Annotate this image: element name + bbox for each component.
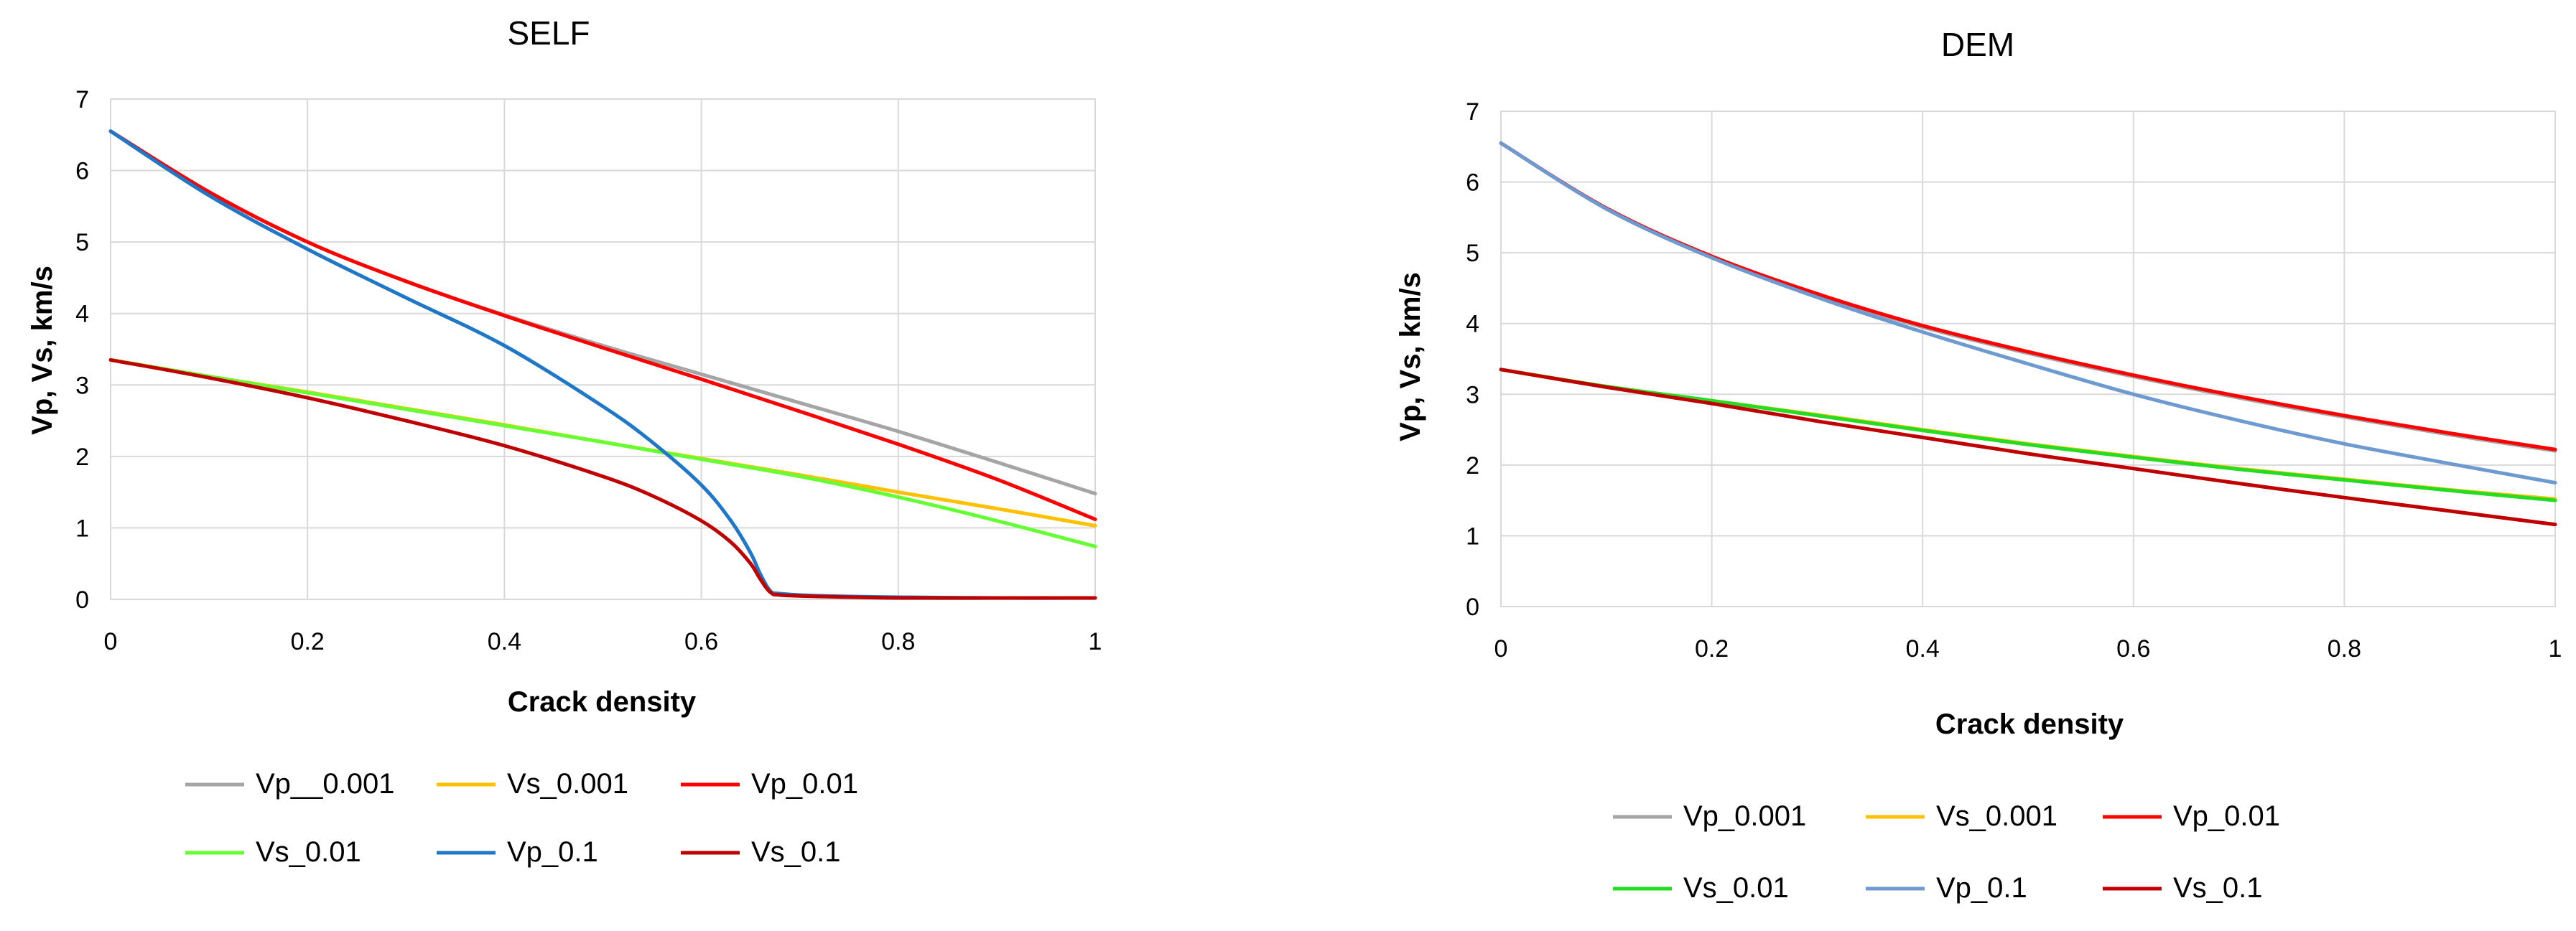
chart-dem-y-tick-label: 3 <box>1466 381 1479 408</box>
chart-self-y-axis-label: Vp, Vs, km/s <box>27 266 58 435</box>
chart-dem-y-tick-label: 4 <box>1466 311 1479 338</box>
chart-dem-x-axis-label: Crack density <box>1935 708 2124 740</box>
chart-self: SELF 0 0.2 0.4 0.6 0.8 1 0 1 2 3 4 5 6 7 Crack densi… <box>27 14 1102 868</box>
chart-self-legend-label: Vp_0.1 <box>507 836 598 868</box>
chart-self-series-vs-0-01 <box>108 357 1097 548</box>
chart-dem-legend-label: Vs_0.01 <box>1683 872 1789 904</box>
chart-dem-y-ticks: 0 1 2 3 4 5 6 7 <box>1466 98 1479 621</box>
chart-dem-y-tick-label: 2 <box>1466 452 1479 479</box>
chart-self-x-axis-label: Crack density <box>508 686 697 718</box>
chart-dem-x-tick-label: 0.8 <box>2328 635 2361 663</box>
chart-dem-x-tick-label: 1 <box>2549 635 2562 663</box>
chart-dem: DEM 0 0.2 0.4 0.6 0.8 1 0 1 2 3 4 5 6 7 Crack densit… <box>1395 26 2562 904</box>
chart-dem-series-vs-0-01 <box>1499 368 2557 502</box>
chart-dem-legend-label: Vp_0.1 <box>1936 872 2027 904</box>
chart-dem-x-tick-label: 0 <box>1494 635 1508 663</box>
chart-self-legend-label: Vp__0.001 <box>256 768 395 800</box>
chart-self-y-tick-label: 2 <box>75 444 89 471</box>
chart-dem-plot-frame <box>1500 111 2556 607</box>
chart-self-x-tick-label: 0.8 <box>881 628 915 655</box>
chart-self-y-tick-label: 4 <box>75 301 89 328</box>
chart-dem-legend: Vp_0.001 Vs_0.001 Vp_0.01 Vs_0.01 Vp_0.1 Vs_0… <box>1613 800 2280 904</box>
chart-self-x-tick-label: 0.6 <box>684 628 718 655</box>
chart-self-y-tick-label: 7 <box>75 86 89 113</box>
chart-dem-y-tick-label: 5 <box>1466 240 1479 267</box>
chart-self-legend-label: Vp_0.01 <box>751 768 858 800</box>
chart-self-x-ticks: 0 0.2 0.4 0.6 0.8 1 <box>104 628 1102 655</box>
chart-self-series-vp-0-001 <box>108 129 1097 496</box>
chart-self-legend-label: Vs_0.001 <box>507 768 628 800</box>
chart-dem-series-vp-0-001 <box>1499 141 2557 453</box>
chart-dem-legend-label: Vp_0.001 <box>1683 800 1806 832</box>
chart-dem-series-vp-0-1 <box>1499 141 2557 485</box>
chart-dem-legend-label: Vp_0.01 <box>2173 800 2280 832</box>
chart-dem-y-tick-label: 6 <box>1466 169 1479 197</box>
chart-self-legend-label: Vs_0.1 <box>751 836 841 868</box>
chart-dem-series-vs-0-001 <box>1499 368 2557 501</box>
chart-dem-y-tick-label: 0 <box>1466 594 1479 621</box>
chart-dem-series-vp-0-01 <box>1499 141 2557 452</box>
chart-dem-y-tick-label: 1 <box>1466 523 1479 550</box>
chart-self-y-tick-label: 3 <box>75 372 89 399</box>
chart-dem-x-tick-label: 0.4 <box>1906 635 1940 663</box>
chart-dem-x-ticks: 0 0.2 0.4 0.6 0.8 1 <box>1494 635 2562 663</box>
chart-self-x-tick-label: 1 <box>1089 628 1102 655</box>
chart-dem-gridlines <box>1500 111 2556 607</box>
chart-self-x-tick-label: 0.4 <box>488 628 521 655</box>
chart-self-y-tick-label: 0 <box>75 586 89 614</box>
chart-dem-x-tick-label: 0.2 <box>1695 635 1729 663</box>
chart-dem-title: DEM <box>1941 26 2014 63</box>
chart-self-y-tick-label: 6 <box>75 158 89 185</box>
chart-dem-y-axis-label: Vp, Vs, km/s <box>1395 272 1426 441</box>
chart-self-series-vs-0-1 <box>108 357 1097 600</box>
chart-self-x-tick-label: 0.2 <box>291 628 325 655</box>
chart-self-y-tick-label: 5 <box>75 229 89 256</box>
chart-dem-x-tick-label: 0.6 <box>2116 635 2150 663</box>
chart-self-series-vp-0-01 <box>108 129 1097 521</box>
chart-self-title: SELF <box>507 14 590 52</box>
chart-dem-series <box>1499 141 2557 527</box>
chart-self-x-tick-label: 0 <box>104 628 118 655</box>
chart-dem-series-vs-0-1 <box>1499 368 2557 527</box>
chart-self-legend-label: Vs_0.01 <box>256 836 361 868</box>
chart-self-series <box>108 129 1097 600</box>
chart-dem-legend-label: Vs_0.001 <box>1936 800 2057 832</box>
chart-self-legend: Vp__0.001 Vs_0.001 Vp_0.01 Vs_0.01 Vp_0.1 Vs_… <box>185 768 858 868</box>
chart-self-y-tick-label: 1 <box>75 515 89 542</box>
chart-dem-y-tick-label: 7 <box>1466 98 1479 126</box>
chart-dem-legend-label: Vs_0.1 <box>2173 872 2263 904</box>
chart-self-y-ticks: 0 1 2 3 4 5 6 7 <box>75 86 89 614</box>
